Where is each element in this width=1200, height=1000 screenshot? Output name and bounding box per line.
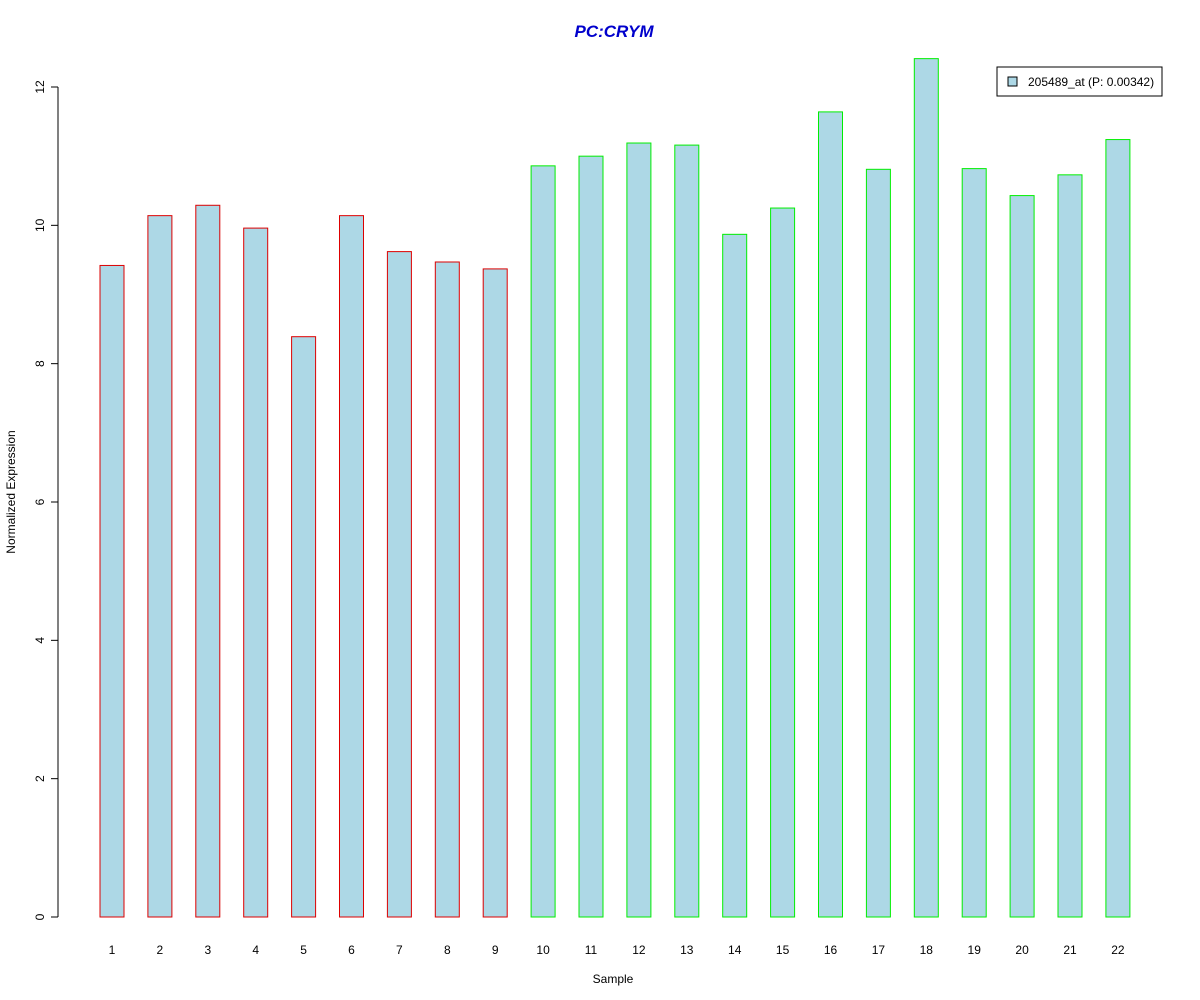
bar bbox=[1009, 195, 1035, 918]
x-tick-label: 2 bbox=[157, 943, 164, 957]
x-tick-label: 16 bbox=[824, 943, 838, 957]
y-tick-label: 4 bbox=[33, 637, 47, 644]
x-tick-label: 7 bbox=[396, 943, 403, 957]
x-tick-label: 13 bbox=[680, 943, 694, 957]
legend: 205489_at (P: 0.00342) bbox=[996, 66, 1163, 97]
bar bbox=[961, 168, 987, 918]
y-axis-label: Normalized Expression bbox=[4, 430, 18, 553]
x-tick-label: 4 bbox=[252, 943, 259, 957]
bar bbox=[339, 215, 364, 918]
bar bbox=[674, 144, 700, 918]
bar bbox=[578, 155, 604, 918]
legend-box bbox=[996, 66, 1163, 97]
x-tick-label: 12 bbox=[632, 943, 646, 957]
bar bbox=[291, 336, 317, 918]
bar bbox=[913, 58, 939, 918]
x-tick-label: 1 bbox=[109, 943, 116, 957]
bar bbox=[722, 233, 748, 918]
x-tick-labels: 1 2 3 4 5 6 7 8 9 10 11 12 13 14 15 16 17 18 19 20 21 22 bbox=[109, 943, 1125, 957]
y-tick-label: 2 bbox=[33, 775, 47, 782]
bar bbox=[434, 261, 460, 918]
y-tick-label: 10 bbox=[33, 218, 47, 232]
chart-title: PC:CRYM bbox=[574, 22, 654, 41]
x-tick-label: 22 bbox=[1111, 943, 1125, 957]
x-axis-label: Sample bbox=[593, 972, 634, 986]
bar bbox=[482, 268, 508, 918]
y-tick-label: 6 bbox=[33, 498, 47, 505]
y-tick-label: 0 bbox=[33, 913, 47, 920]
bar bbox=[530, 165, 556, 918]
x-tick-label: 14 bbox=[728, 943, 742, 957]
legend-label: 205489_at (P: 0.00342) bbox=[1028, 75, 1154, 89]
bar bbox=[243, 227, 269, 918]
x-tick-label: 17 bbox=[872, 943, 886, 957]
x-tick-label: 11 bbox=[585, 943, 598, 957]
y-tick-label: 8 bbox=[33, 360, 47, 367]
bar bbox=[818, 111, 843, 918]
x-tick-label: 19 bbox=[968, 943, 982, 957]
x-tick-label: 5 bbox=[300, 943, 307, 957]
x-tick-label: 3 bbox=[204, 943, 211, 957]
bar bbox=[1057, 174, 1083, 918]
x-tick-label: 18 bbox=[920, 943, 934, 957]
x-tick-label: 20 bbox=[1015, 943, 1029, 957]
y-axis: 0 2 4 6 8 10 12 bbox=[33, 80, 59, 920]
bars bbox=[99, 58, 1131, 918]
bar bbox=[1105, 139, 1131, 918]
bar bbox=[99, 264, 125, 918]
x-tick-label: 21 bbox=[1063, 943, 1077, 957]
x-tick-label: 15 bbox=[776, 943, 790, 957]
x-tick-label: 8 bbox=[444, 943, 451, 957]
bar bbox=[865, 168, 891, 918]
bar bbox=[626, 142, 652, 918]
bar bbox=[195, 204, 221, 918]
bar bbox=[386, 251, 412, 918]
y-tick-label: 12 bbox=[33, 80, 47, 94]
x-tick-label: 9 bbox=[492, 943, 499, 957]
bar bbox=[770, 207, 796, 918]
x-tick-label: 10 bbox=[536, 943, 550, 957]
bar bbox=[147, 215, 173, 918]
x-tick-label: 6 bbox=[348, 943, 355, 957]
legend-swatch bbox=[1007, 76, 1018, 87]
